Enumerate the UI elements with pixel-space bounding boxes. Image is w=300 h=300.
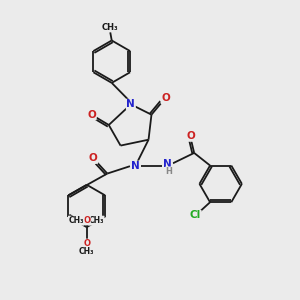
Text: O: O	[83, 216, 90, 225]
Text: N: N	[127, 99, 135, 110]
Text: CH₃: CH₃	[88, 216, 104, 225]
Text: CH₃: CH₃	[68, 216, 84, 225]
Text: O: O	[89, 153, 98, 163]
Text: O: O	[83, 216, 90, 225]
Text: N: N	[131, 161, 140, 171]
Text: H: H	[166, 167, 172, 176]
Text: Cl: Cl	[190, 211, 201, 220]
Text: N: N	[163, 159, 172, 169]
Text: O: O	[161, 94, 170, 103]
Text: O: O	[83, 239, 90, 248]
Text: O: O	[87, 110, 96, 120]
Text: CH₃: CH₃	[79, 247, 94, 256]
Text: CH₃: CH₃	[102, 23, 119, 32]
Text: O: O	[186, 131, 195, 141]
